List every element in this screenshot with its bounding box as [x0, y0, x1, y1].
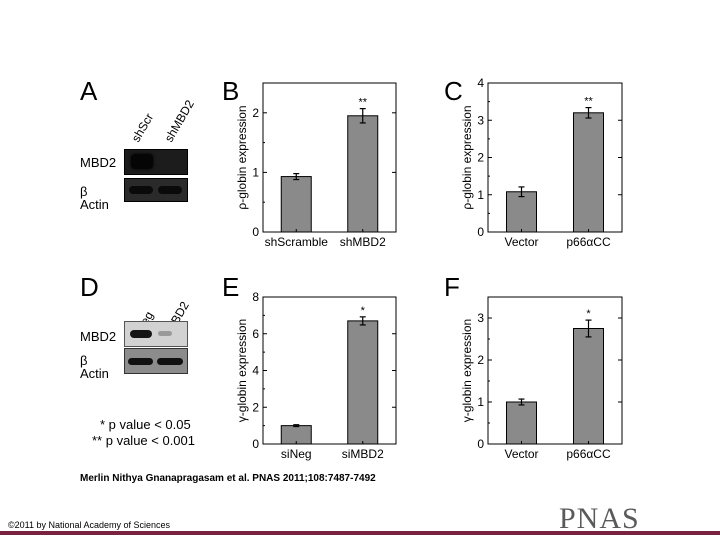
y-tick-label: 2 [252, 400, 259, 414]
panel-letter-f: F [444, 272, 460, 302]
x-category-label: shMBD2 [340, 235, 386, 249]
chart-f: 0 1 2 3γ-globin expression Vector p66αCC * [460, 296, 623, 461]
panel-letter-e: E [222, 272, 240, 302]
blot-band [157, 358, 183, 365]
plot-frame [487, 296, 623, 445]
bar [573, 328, 604, 445]
blot-band [130, 330, 152, 338]
plot-frame [262, 82, 397, 233]
significance-legend-line: * p value < 0.05 [100, 417, 191, 432]
significance-marker: * [586, 308, 591, 320]
x-category-label: shScramble [265, 235, 329, 249]
chart-e: 0 2 4 6 8 γ-globin expression siNeg siMBD2 * [235, 290, 397, 461]
x-category-label: p66αCC [566, 447, 611, 461]
blot-strip [124, 348, 188, 374]
bar [573, 112, 604, 233]
blot-band [158, 331, 172, 336]
significance-marker: * [361, 305, 366, 317]
blot-band [131, 154, 153, 169]
citation: Merlin Nithya Gnanapragasam et al. PNAS … [80, 473, 376, 484]
panel-letter-b: B [222, 76, 240, 106]
panel-letter-c: C [444, 76, 463, 106]
y-tick-label: 0 [252, 225, 259, 239]
y-tick-label: 3 [477, 311, 484, 325]
bar [506, 401, 537, 445]
blot-strip [124, 149, 188, 175]
y-tick-label: 0 [252, 437, 259, 451]
y-tick-label: 3 [477, 113, 484, 127]
blot-strip [124, 178, 188, 202]
y-axis-label: γ-globin expression [460, 319, 474, 422]
y-tick-label: 2 [477, 151, 484, 165]
chart-b: 0 1 2ρ-globin expression shScramble shMBD2 ** [235, 82, 397, 249]
chart-c: 0 1 2 3 4 ρ-globin expression Vector p66αCC ** [460, 76, 623, 249]
y-tick-label: 8 [252, 290, 259, 304]
x-category-label: p66αCC [566, 235, 611, 249]
bar [506, 191, 537, 233]
blot-band [129, 186, 153, 194]
blot-row-label: MBD2 [80, 329, 117, 344]
y-tick-label: 1 [477, 188, 484, 202]
y-tick-label: 2 [252, 106, 259, 120]
significance-marker: ** [358, 97, 367, 109]
y-axis-label: γ-globin expression [235, 319, 249, 422]
blot-strip [124, 321, 188, 347]
bottom-rule [0, 531, 720, 535]
bar [347, 320, 379, 445]
x-category-label: Vector [504, 235, 538, 249]
x-category-label: Vector [504, 447, 538, 461]
blot-band [128, 358, 153, 365]
y-tick-label: 4 [252, 364, 259, 378]
blot-row-label: β Actin [80, 184, 109, 212]
panel-letter-d: D [80, 272, 99, 302]
y-tick-label: 0 [477, 437, 484, 451]
x-category-label: siMBD2 [342, 447, 384, 461]
y-tick-label: 6 [252, 327, 259, 341]
y-tick-label: 4 [477, 76, 484, 90]
significance-marker: ** [584, 96, 593, 108]
blot-band [158, 186, 182, 194]
blot-row-label: MBD2 [80, 155, 117, 170]
y-tick-label: 1 [252, 165, 259, 179]
y-axis-label: ρ-globin expression [460, 105, 474, 209]
pnas-logo: PNAS [559, 502, 640, 535]
blot-row-label: β Actin [80, 353, 109, 381]
y-tick-label: 2 [477, 353, 484, 367]
panel-letter-a: A [80, 76, 98, 106]
bar [280, 176, 312, 233]
significance-legend-line: ** p value < 0.001 [92, 433, 195, 448]
x-category-label: siNeg [281, 447, 312, 461]
y-tick-label: 0 [477, 225, 484, 239]
y-axis-label: ρ-globin expression [235, 105, 249, 209]
y-tick-label: 1 [477, 395, 484, 409]
bar [347, 115, 379, 233]
copyright: ©2011 by National Academy of Sciences [8, 520, 171, 530]
